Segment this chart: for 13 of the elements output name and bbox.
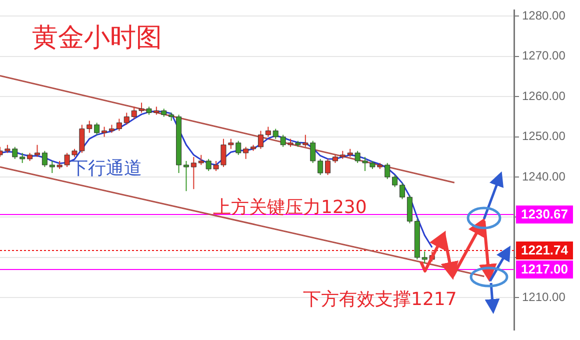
text: 黄金小时图 (32, 22, 162, 55)
y-tick-label: 1260.00 (522, 88, 566, 103)
ref-line-label: 1217.00 (521, 262, 568, 277)
y-tick-label: 1240.00 (522, 169, 566, 184)
y-tick-label: 1210.00 (522, 290, 566, 304)
annotation: 上方关键压力1230 (213, 196, 367, 219)
y-tick-label: 1270.00 (522, 48, 566, 63)
y-tick-label: 1280.00 (522, 8, 566, 23)
annotation: 下行通道 (70, 157, 142, 180)
ref-line-label: 1221.74 (521, 242, 569, 258)
ref-line-label: 1230.67 (521, 206, 568, 222)
y-tick-label: 1250.00 (522, 129, 566, 144)
annotation: 下方有效支撑1217 (303, 288, 457, 311)
